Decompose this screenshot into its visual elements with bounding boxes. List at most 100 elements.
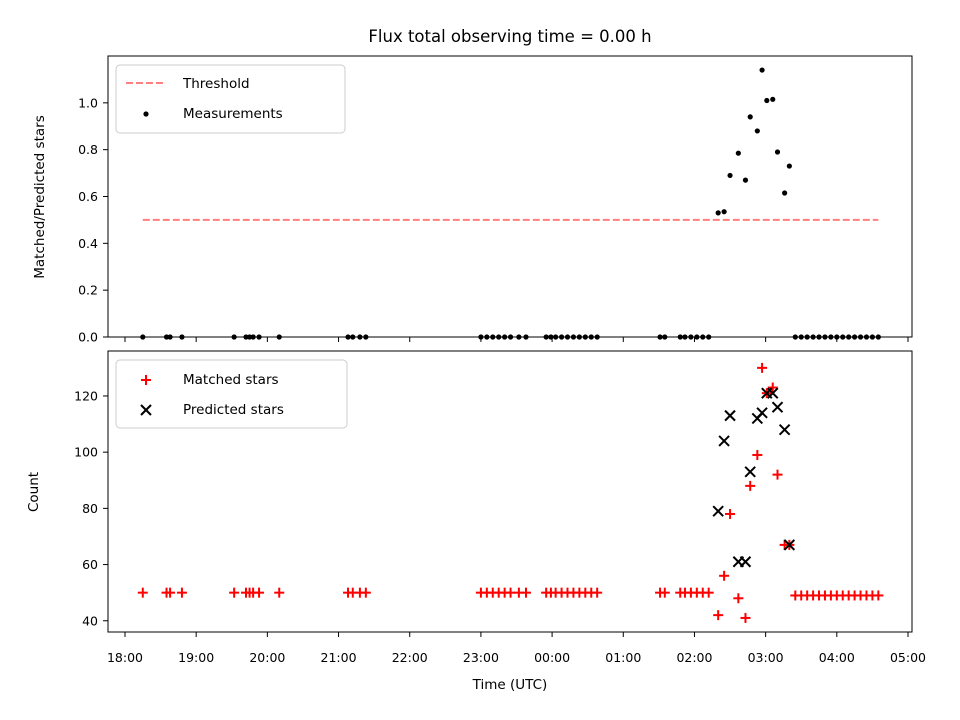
threshold-legend-label: Threshold <box>182 76 250 92</box>
predicted-point <box>739 556 752 568</box>
x-tick-label: 02:00 <box>676 650 712 665</box>
measurement-point <box>754 128 760 134</box>
ratio-legend: Threshold Measurements <box>115 64 346 134</box>
matched-point <box>740 612 751 623</box>
x-tick-label: 20:00 <box>249 650 285 665</box>
matched-point <box>873 590 884 601</box>
measurement-point <box>770 96 776 102</box>
y-tick-label: 40 <box>82 613 98 628</box>
x-tick-label: 04:00 <box>819 650 855 665</box>
predicted-point-b <box>724 409 736 422</box>
predicted-point-b <box>778 423 791 436</box>
predicted-point-b <box>783 539 796 551</box>
measurements-legend-label: Measurements <box>183 106 283 122</box>
matched-point <box>360 587 371 598</box>
predicted-point-b <box>767 387 779 399</box>
y-tick-label: 0.2 <box>78 283 98 298</box>
measurement-point <box>735 150 741 156</box>
matched-point <box>745 480 756 491</box>
count-axes-frame <box>107 350 913 633</box>
matched-point <box>757 362 768 373</box>
count-plot-area <box>137 362 884 623</box>
predicted-point <box>724 409 736 422</box>
predicted-point <box>778 423 791 436</box>
ratio-y-ticks: 0.0 0.2 0.4 0.6 0.8 1.0 <box>78 95 108 345</box>
matched-point <box>733 593 744 604</box>
predicted-point-b <box>712 505 724 517</box>
x-axis-title: Time (UTC) <box>472 677 548 693</box>
matched-legend-symbol <box>141 375 151 385</box>
matched-point <box>713 610 724 621</box>
matched-point <box>719 570 730 581</box>
measurement-point <box>759 67 765 73</box>
measurement-point <box>786 163 792 169</box>
predicted-point-b <box>744 466 756 478</box>
predicted-point <box>783 539 796 551</box>
x-tick-label: 21:00 <box>321 650 357 665</box>
matched-point <box>725 508 736 519</box>
x-tick-label: 22:00 <box>392 650 428 665</box>
predicted-point <box>712 505 724 517</box>
x-tick-label: 05:00 <box>890 650 926 665</box>
predicted-point <box>767 387 779 399</box>
predicted-point <box>718 435 730 447</box>
predicted-point <box>744 466 756 478</box>
x-tick-label: 18:00 <box>107 650 143 665</box>
predicted-point-b <box>718 435 730 447</box>
matched-point <box>703 587 714 598</box>
y-tick-label: 100 <box>74 445 98 460</box>
predicted-point-b <box>771 401 784 413</box>
matched-point <box>165 587 176 598</box>
count-y-ticks: 40 60 80 100 120 <box>74 388 108 628</box>
predicted-legend-symbol <box>140 404 152 416</box>
matched-point <box>254 587 265 598</box>
matched-point <box>274 587 285 598</box>
count-y-axis-title: Count <box>26 472 42 512</box>
y-tick-label: 60 <box>82 557 98 572</box>
predicted-point <box>756 407 768 419</box>
ratio-y-axis-title: Matched/Predicted stars <box>32 115 48 278</box>
count-legend: Matched stars Predicted stars <box>115 359 348 429</box>
count-x-ticks: 18:00 19:00 20:00 21:00 22:00 23:00 00:00 01:00… <box>107 632 926 665</box>
matched-legend-label: Matched stars <box>183 372 279 388</box>
y-tick-label: 0.4 <box>78 236 98 251</box>
chart-title: Flux total observing time = 0.00 h <box>368 27 651 46</box>
x-tick-label: 00:00 <box>534 650 570 665</box>
count-legend-box <box>115 359 348 429</box>
ratio-x-ticks <box>124 337 909 342</box>
measurement-point <box>764 97 770 104</box>
measurement-point <box>782 190 788 196</box>
matched-point <box>520 587 531 598</box>
matched-point <box>592 587 603 598</box>
predicted-legend-symbol-b <box>140 404 152 416</box>
y-tick-label: 0.8 <box>78 142 98 157</box>
matched-point <box>772 469 783 480</box>
count-panel: 40 60 80 100 120 18:00 19:00 20:00 21:00 22:00 23… <box>26 350 926 693</box>
matched-point <box>229 587 240 598</box>
measurement-point <box>727 172 733 179</box>
measurement-point <box>742 177 749 183</box>
ratio-panel: 0.0 0.2 0.4 0.6 0.8 1.0 Matched/Predicted sta… <box>32 55 913 345</box>
matched-point <box>659 587 670 598</box>
x-tick-label: 19:00 <box>178 650 214 665</box>
measurements-legend-marker <box>143 111 149 117</box>
measurement-point <box>721 209 727 215</box>
y-tick-label: 0.6 <box>78 189 98 204</box>
matched-legend-marker <box>141 375 151 385</box>
measurement-point <box>715 210 721 216</box>
predicted-legend-marker <box>140 404 152 416</box>
matched-point <box>767 382 778 393</box>
measurements-legend-dot <box>143 111 149 117</box>
predicted-point-b <box>756 407 768 419</box>
y-tick-label: 1.0 <box>78 95 98 110</box>
x-tick-label: 03:00 <box>748 650 784 665</box>
predicted-point <box>771 401 784 413</box>
y-tick-label: 80 <box>82 501 98 516</box>
ratio-legend-box <box>115 64 346 134</box>
y-tick-label: 0.0 <box>78 330 98 345</box>
measurement-point <box>747 114 753 120</box>
matched-point <box>176 587 187 598</box>
measurement-point <box>774 149 781 155</box>
matched-point <box>137 587 148 598</box>
